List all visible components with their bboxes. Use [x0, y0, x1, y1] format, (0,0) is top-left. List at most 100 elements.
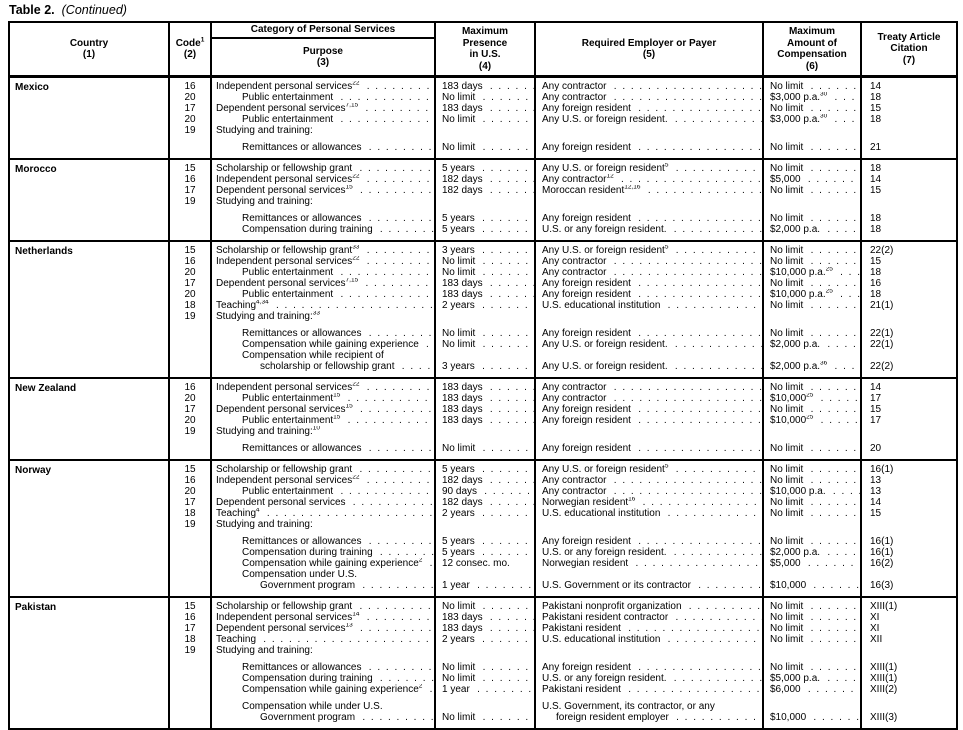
footnote-ref: 4,34: [256, 300, 269, 306]
table-row-cell: 3 years . . . . . . . . . . . . . . . . …: [436, 245, 534, 256]
cell-text: Public entertainment: [242, 393, 334, 404]
cell-text: Government program: [260, 712, 356, 723]
cell-text: 2 years: [442, 508, 475, 519]
cell-text: U.S. or any foreign resident.: [542, 673, 667, 684]
table-row-cell: Pakistani resident . . . . . . . . . . .…: [536, 684, 762, 695]
table-row-cell: Studying and training:: [212, 645, 434, 656]
table-row-cell: [536, 426, 762, 437]
cell-text: 90 days: [442, 486, 478, 497]
dot-leader: . . . . . . . . . . . . . . . . . . . . …: [482, 339, 534, 350]
cell-text: Independent personal services: [216, 475, 353, 486]
table-row-cell: 90 days . . . . . . . . . . . . . . . . …: [436, 486, 534, 497]
cell-text: No limit: [770, 213, 804, 224]
table-row-cell: 17: [184, 278, 196, 289]
header-code-num: (2): [183, 49, 197, 60]
dot-leader: . . . . . . . . . . . . . . . . . . . . …: [807, 684, 860, 695]
presence-column: 3 years . . . . . . . . . . . . . . . . …: [434, 242, 534, 377]
cell-text: Studying and training:: [216, 125, 313, 136]
cell-text: Public entertainment: [242, 267, 334, 278]
table-row-cell: 22(1): [870, 328, 894, 339]
table-row-cell: [764, 125, 860, 136]
table-row-cell: Studying and training:: [212, 196, 434, 207]
dot-leader: . . . . . . . . . . . . . . . . . . . . …: [827, 547, 860, 558]
employer-column: Pakistani nonprofit organization . . . .…: [534, 598, 762, 728]
dot-leader: . . . . . . . . . . . . . . . . . . . . …: [820, 393, 860, 404]
country-section: Netherlands 15 16 20 17 20 18 19 Scholarship or …: [10, 240, 956, 377]
country-cell: Norway: [10, 461, 168, 596]
cell-text: Pakistani nonprofit organization: [542, 601, 682, 612]
table-row-cell: XIII(2): [870, 684, 898, 695]
table-row-cell: U.S. or any foreign resident. . . . . . …: [536, 673, 762, 684]
country-cell: Netherlands: [10, 242, 168, 377]
purpose-column: Scholarship or fellowship grant . . . . …: [210, 461, 434, 596]
table-row-cell: 20: [184, 267, 196, 278]
cell-text: Any contractor: [542, 486, 607, 497]
table-row-cell: 16: [870, 278, 882, 289]
cell-text: Public entertainment: [242, 415, 334, 426]
dot-leader: . . . . . . . . . . . . . . . . . . . . …: [675, 612, 762, 623]
table-title: Table 2. (Continued): [9, 3, 963, 17]
dot-leader: . . . . . . . . . . . . . . . . . . . . …: [340, 114, 434, 125]
table-row-cell: U.S. or any foreign resident. . . . . . …: [536, 547, 762, 558]
cell-text: Any foreign resident: [542, 536, 631, 547]
table-row-cell: No limit . . . . . . . . . . . . . . . .…: [436, 601, 534, 612]
dot-leader: . . . . . . . . . . . . . . . . . . . . …: [827, 339, 860, 350]
dot-leader: . . . . . . . . . . . . . . . . . . . . …: [477, 684, 534, 695]
dot-leader: . . . . . . . . . . . . . . . . . . . . …: [675, 245, 762, 256]
header-code-label: Code1: [175, 36, 205, 49]
cell-text: $10,000: [770, 712, 807, 723]
dot-leader: . . . . . . . . . . . . . . . . . . . . …: [688, 601, 762, 612]
table-row-cell: [536, 645, 762, 656]
country-section: Pakistan 15 16 17 18 19 Scholarship or fellows…: [10, 596, 956, 728]
table-row-cell: No limit . . . . . . . . . . . . . . . .…: [436, 267, 534, 278]
cell-text: 183 days: [442, 278, 483, 289]
dot-leader: . . . . . . . . . . . . . . . . . . . . …: [368, 536, 434, 547]
dot-leader: . . . . . . . . . . . . . . . . . . . . …: [810, 443, 860, 454]
table-row-cell: Independent personal services14 . . . . …: [212, 612, 434, 623]
table-row-cell: 18: [870, 114, 882, 125]
cell-text: Any foreign resident: [542, 662, 631, 673]
table-row-cell: Public entertainment . . . . . . . . . .…: [212, 267, 434, 278]
dot-leader: . . . . . . . . . . . . . . . . . . . . …: [482, 508, 534, 519]
dot-leader: . . . . . . . . . . . . . . . . . . . . …: [834, 114, 860, 125]
table-row-cell: 16: [184, 174, 196, 185]
cell-text: Compensation while gaining experience: [242, 339, 419, 350]
header-amount-line: Compensation: [777, 49, 847, 60]
dot-leader: . . . . . . . . . . . . . . . . . . . . …: [489, 623, 534, 634]
table-row-cell: No limit . . . . . . . . . . . . . . . .…: [764, 508, 860, 519]
footnote-ref: 30: [820, 92, 828, 98]
footnote-ref: 2: [418, 558, 423, 564]
table-row-cell: [170, 684, 210, 695]
table-row-cell: XI: [870, 623, 880, 634]
cell-text: Any foreign resident: [542, 103, 631, 114]
table-row-cell: No limit . . . . . . . . . . . . . . . .…: [764, 163, 860, 174]
dot-leader: . . . . . . . . . . . . . . . . . . . . …: [810, 475, 860, 486]
cell-text: Studying and training:: [216, 519, 313, 530]
citation-column: 22(2) 15 18 16 18 21(1) 22(1) 22(1) 22(2): [860, 242, 956, 377]
cell-text: 182 days: [442, 497, 483, 508]
dot-leader: . . . . . . . . . . . . . . . . . . . . …: [368, 213, 434, 224]
dot-leader: . . . . . . . . . . . . . . . . . . . . …: [613, 81, 762, 92]
cell-text: No limit: [770, 623, 804, 634]
table-row-cell: 20: [184, 92, 196, 103]
dot-leader: . . . . . . . . . . . . . . . . . . . . …: [810, 404, 860, 415]
table-row-cell: 16(1): [870, 536, 894, 547]
table-row-cell: Norwegian resident16 . . . . . . . . . .…: [536, 497, 762, 508]
header-amount-line: Maximum: [788, 26, 836, 37]
table-row-cell: No limit . . . . . . . . . . . . . . . .…: [764, 245, 860, 256]
dot-leader: . . . . . . . . . . . . . . . . . . . . …: [482, 361, 534, 372]
dot-leader: . . . . . . . . . . . . . . . . . . . . …: [807, 558, 860, 569]
footnote-ref: 15: [345, 404, 353, 410]
table-row-cell: [536, 519, 762, 530]
table-row-cell: 18: [870, 267, 882, 278]
dot-leader: . . . . . . . . . . . . . . . . . . . . …: [638, 142, 762, 153]
header-purpose-label: Purpose: [302, 45, 343, 57]
table-row-cell: Any U.S. or foreign resident. . . . . . …: [536, 339, 762, 350]
cell-text: 183 days: [442, 382, 483, 393]
country-name: Norway: [15, 465, 52, 476]
table-row-cell: No limit . . . . . . . . . . . . . . . .…: [764, 213, 860, 224]
cell-text: Studying and training:: [216, 196, 313, 207]
cell-text: 5 years: [442, 536, 475, 547]
header-purpose-num: (3): [316, 57, 330, 68]
table-row-cell: 20: [184, 393, 196, 404]
